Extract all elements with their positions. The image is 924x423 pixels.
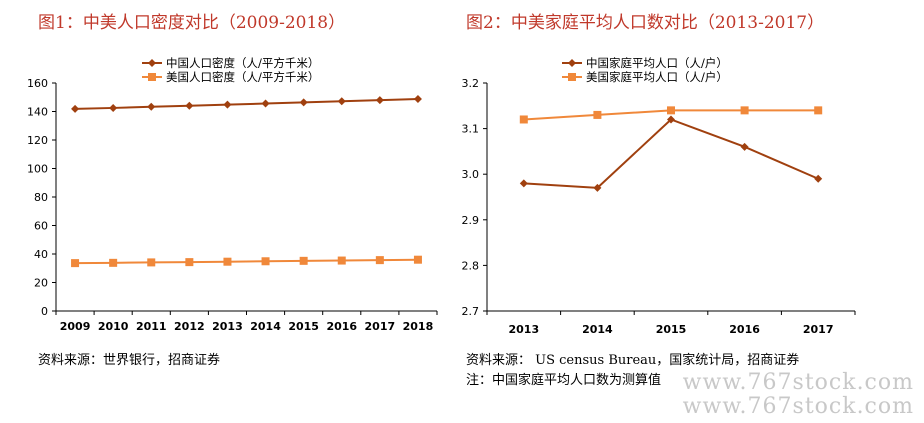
data-point xyxy=(71,259,80,268)
x-tick-label: 2015 xyxy=(288,320,319,333)
y-tick-label: 2.7 xyxy=(462,305,480,318)
y-tick-label: 140 xyxy=(27,106,48,119)
legend-label: 中国人口密度（人/平方千米） xyxy=(166,56,319,70)
legend-entry: 美国人口密度（人/平方千米） xyxy=(142,70,319,84)
legend-marker xyxy=(568,73,576,81)
y-tick-label: 3.2 xyxy=(462,77,480,90)
x-tick-label: 2014 xyxy=(250,320,281,333)
chart1-title: 图1：中美人口密度对比（2009-2018） xyxy=(38,13,346,33)
x-tick-label: 2012 xyxy=(174,320,205,333)
data-point xyxy=(147,102,156,111)
data-point xyxy=(71,104,80,113)
chart1-source: 资料来源：世界银行，招商证券 xyxy=(38,353,221,368)
data-point xyxy=(109,103,118,112)
data-point xyxy=(109,258,118,267)
data-point xyxy=(223,257,232,266)
x-tick-label: 2017 xyxy=(803,323,834,336)
y-tick-label: 100 xyxy=(27,163,48,176)
data-point xyxy=(185,258,194,267)
y-tick-label: 120 xyxy=(27,134,48,147)
y-tick-label: 160 xyxy=(27,77,48,90)
data-point xyxy=(667,106,675,115)
y-tick-label: 3.1 xyxy=(462,123,480,136)
y-tick-label: 20 xyxy=(34,277,48,290)
data-point xyxy=(413,255,422,264)
x-tick-label: 2009 xyxy=(60,320,91,333)
x-tick-label: 2017 xyxy=(365,320,396,333)
watermark-text: www.767stock.com xyxy=(682,370,914,395)
y-tick-label: 60 xyxy=(34,220,48,233)
data-point xyxy=(261,99,270,108)
data-point xyxy=(375,96,384,105)
x-tick-label: 2013 xyxy=(508,323,539,336)
data-point xyxy=(299,98,308,107)
data-point xyxy=(814,106,823,115)
data-point xyxy=(740,106,749,115)
x-tick-label: 2015 xyxy=(656,323,687,336)
x-tick-label: 2018 xyxy=(403,320,434,333)
series-line xyxy=(75,258,418,265)
legend-label: 美国人口密度（人/平方千米） xyxy=(166,70,319,84)
legend-marker xyxy=(568,59,576,67)
x-tick-label: 2014 xyxy=(582,323,613,336)
legend-marker xyxy=(148,73,156,81)
legend-entry: 中国家庭平均人口（人/户） xyxy=(562,56,728,70)
chart2-source: 资料来源： US census Bureau，国家统计局，招商证券 xyxy=(466,353,800,368)
y-tick-label: 3.0 xyxy=(462,168,480,181)
y-tick-label: 2.8 xyxy=(462,259,480,272)
legend-label: 中国家庭平均人口（人/户） xyxy=(586,56,728,70)
data-point xyxy=(299,256,308,265)
legend-entry: 美国家庭平均人口（人/户） xyxy=(562,70,728,84)
data-point xyxy=(814,174,823,183)
y-tick-label: 0 xyxy=(41,305,48,318)
y-tick-label: 40 xyxy=(34,248,48,261)
data-point xyxy=(337,256,346,265)
household-size-chart: 2.7 2.8 2.9 3.0 3.1 3.2 2013 2014 2015 2016 2017 中国… xyxy=(462,56,856,336)
data-point xyxy=(261,257,270,266)
x-tick-label: 2010 xyxy=(98,320,129,333)
data-point xyxy=(413,94,422,103)
watermark-text: www.767stock.com xyxy=(682,394,914,419)
population-density-chart: 0 20 40 60 80 100 120 140 160 2009 2010 2011 2012 201… xyxy=(27,56,438,333)
data-point xyxy=(375,256,384,265)
legend-marker xyxy=(148,59,156,67)
series-1 xyxy=(71,94,422,113)
series-line xyxy=(523,118,819,189)
chart2-title: 图2：中美家庭平均人口数对比（2013-2017） xyxy=(466,13,825,33)
data-point xyxy=(593,110,602,119)
chart2-note: 注：中国家庭平均人口数为测算值 xyxy=(466,373,662,388)
legend-label: 美国家庭平均人口（人/户） xyxy=(586,70,728,84)
data-point xyxy=(519,115,528,124)
data-point xyxy=(337,97,346,106)
series-1 xyxy=(519,115,823,192)
x-tick-label: 2011 xyxy=(136,320,167,333)
data-point xyxy=(740,142,749,151)
legend-entry: 中国人口密度（人/平方千米） xyxy=(142,56,319,70)
y-tick-label: 2.9 xyxy=(462,214,480,227)
series-2 xyxy=(519,106,823,124)
series-line xyxy=(75,97,418,110)
data-point xyxy=(519,179,528,188)
data-point xyxy=(185,101,194,110)
x-tick-label: 2013 xyxy=(212,320,243,333)
y-tick-label: 80 xyxy=(34,191,48,204)
data-point xyxy=(147,258,156,267)
x-tick-label: 2016 xyxy=(729,323,760,336)
x-tick-label: 2016 xyxy=(326,320,357,333)
data-point xyxy=(667,115,675,124)
data-point xyxy=(593,183,602,192)
series-2 xyxy=(71,255,422,268)
data-point xyxy=(223,100,232,109)
